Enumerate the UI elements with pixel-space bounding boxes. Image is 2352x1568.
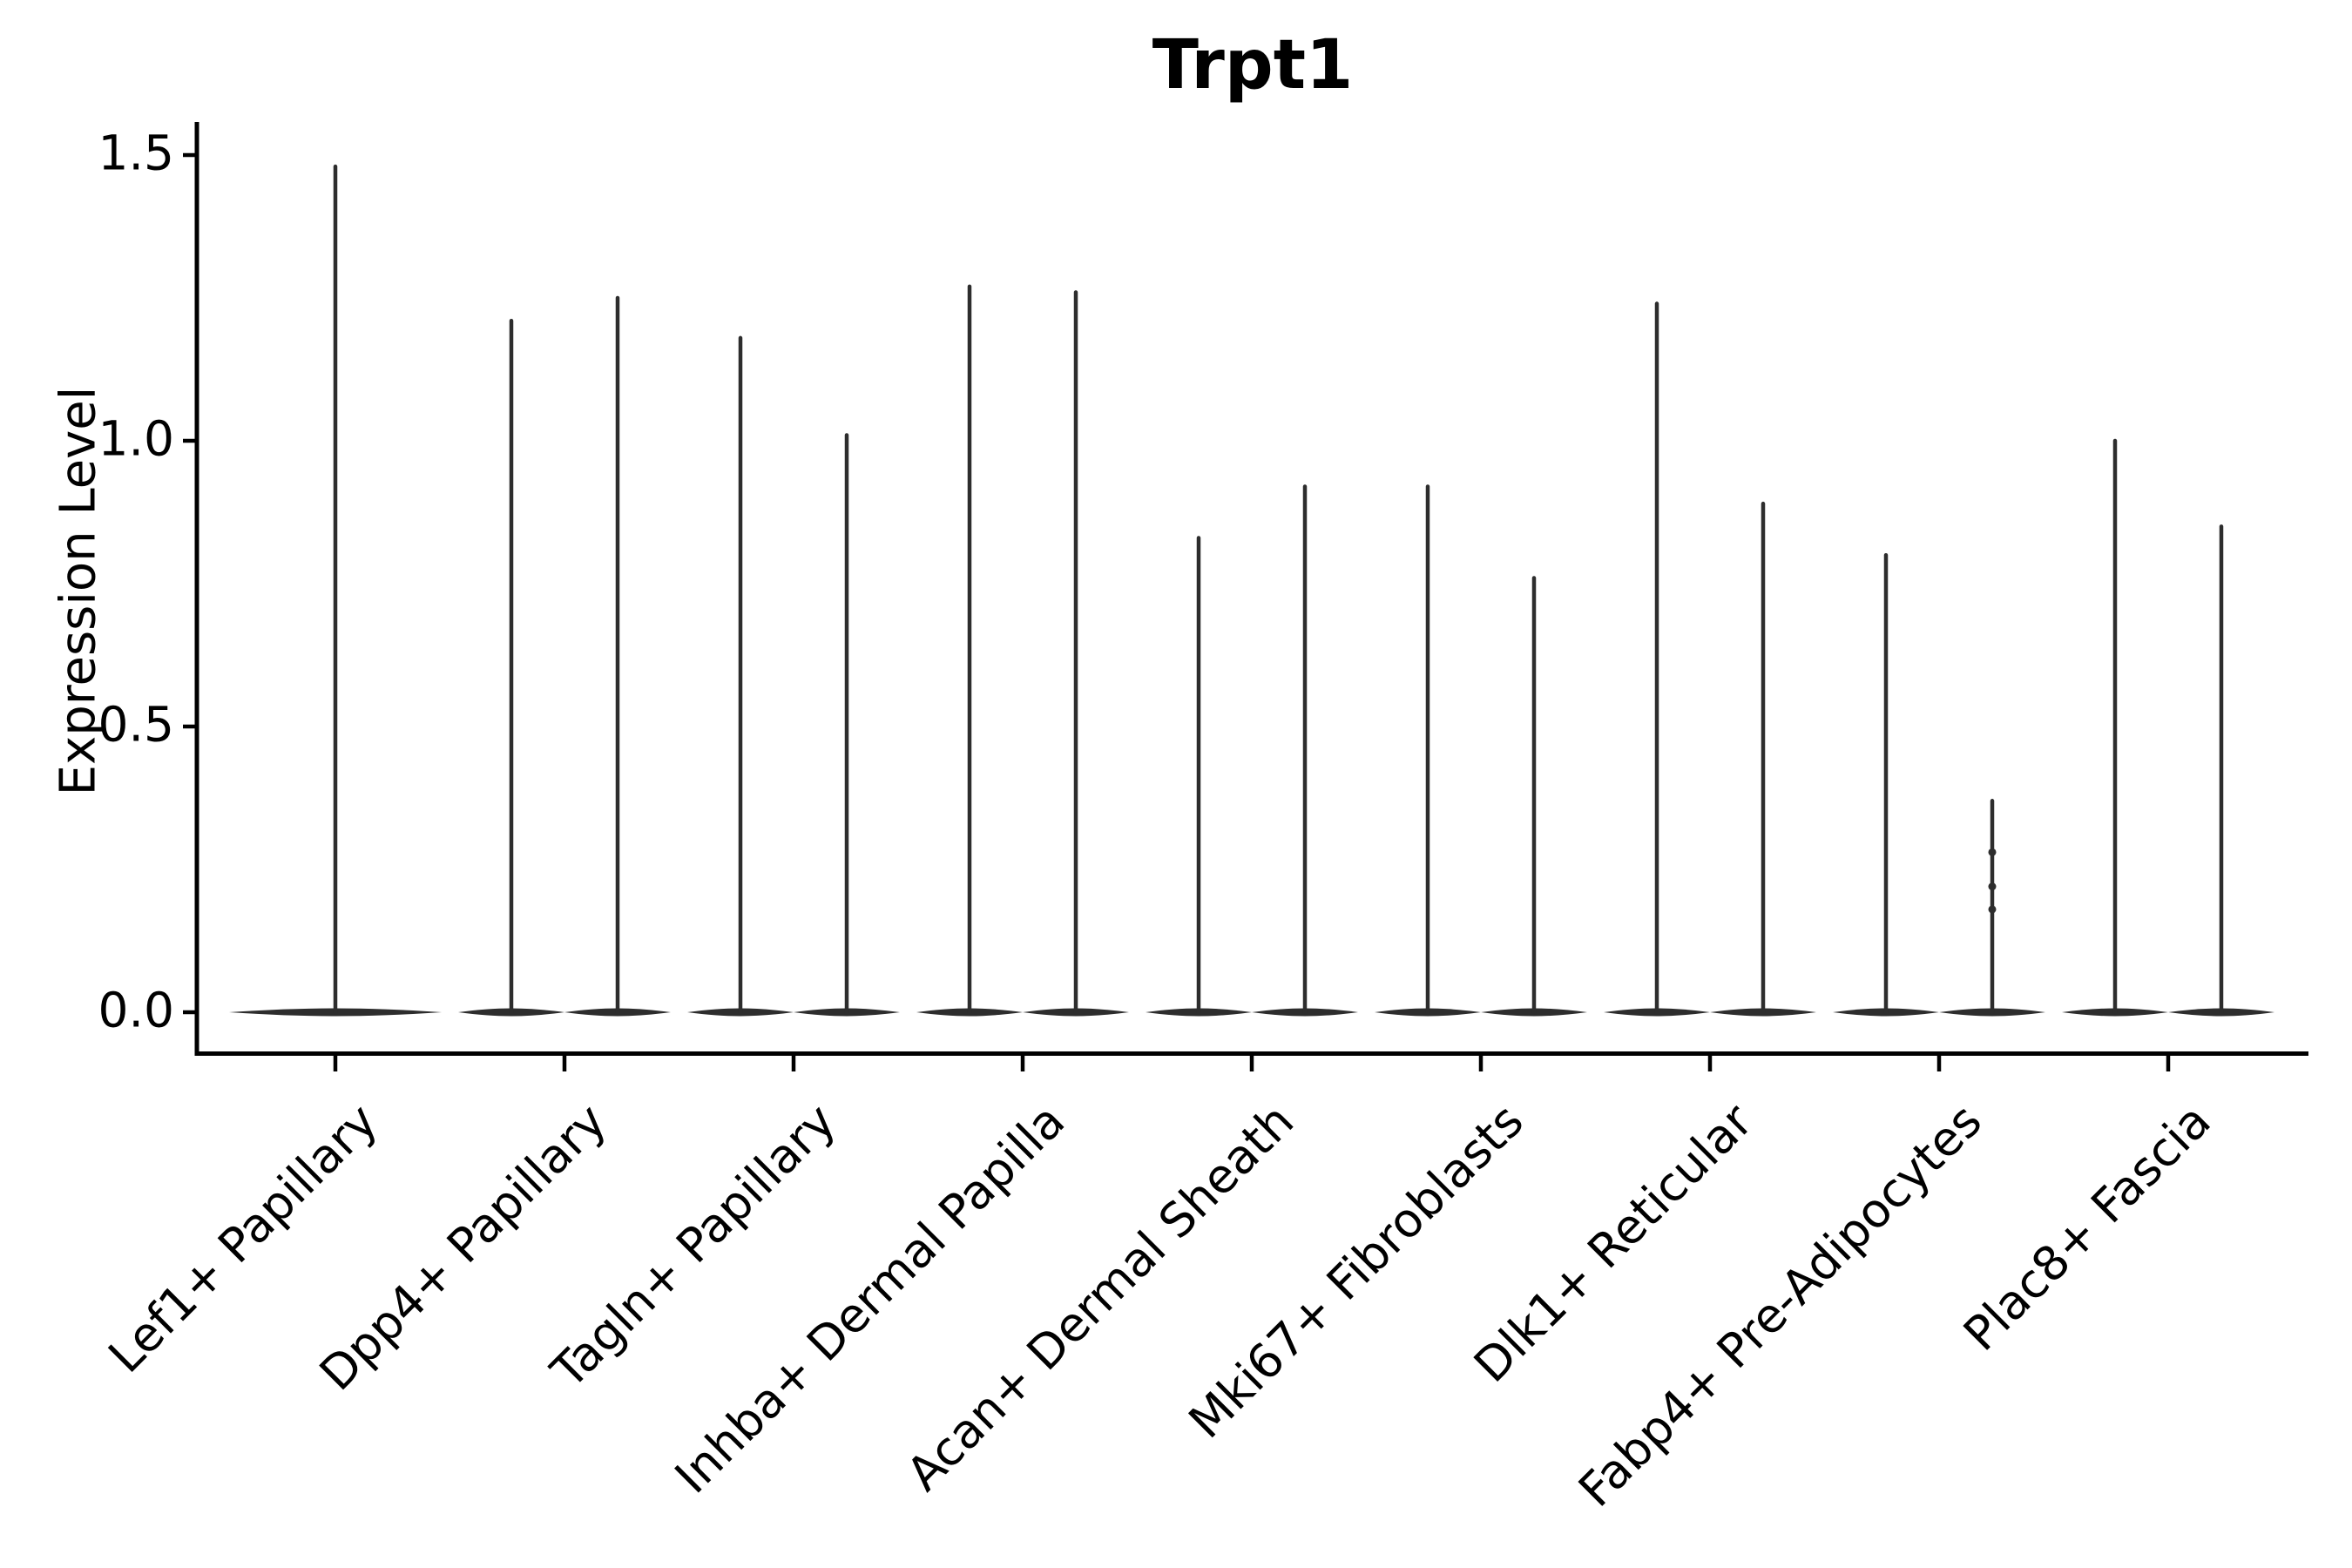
data-point-dot [1988, 905, 1997, 914]
y-axis-title: Expression Level [50, 386, 107, 796]
chart-title: Trpt1 [1152, 26, 1354, 105]
y-tick-label: 0.0 [98, 982, 174, 1038]
y-tick-label: 1.0 [98, 410, 174, 467]
data-point-dot [1988, 882, 1997, 891]
y-tick-label: 1.5 [98, 125, 174, 181]
y-tick-label: 0.5 [98, 696, 174, 753]
data-point-dot [1988, 848, 1997, 856]
